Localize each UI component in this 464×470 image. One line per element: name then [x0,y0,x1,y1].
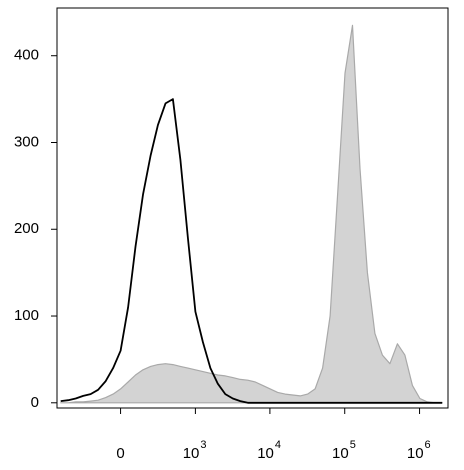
x-tick-label: 10 [332,445,349,462]
x-tick-label: 10 [407,445,424,462]
histogram-line [60,98,443,404]
y-tick-label: 400 [14,47,39,64]
x-tick-exponent: 5 [350,439,356,451]
x-tick-label: 10 [257,445,274,462]
histogram-area [60,24,443,404]
x-tick-exponent: 4 [275,439,281,451]
y-tick-label: 200 [14,220,39,237]
x-tick-exponent: 6 [425,439,431,451]
y-tick-label: 100 [14,307,39,324]
plot-frame [56,7,449,409]
x-tick-label: 0 [116,445,124,462]
x-tick-label: 10 [183,445,200,462]
x-tick-exponent: 3 [200,439,206,451]
y-tick-label: 300 [14,133,39,150]
y-tick-label: 0 [31,394,39,411]
